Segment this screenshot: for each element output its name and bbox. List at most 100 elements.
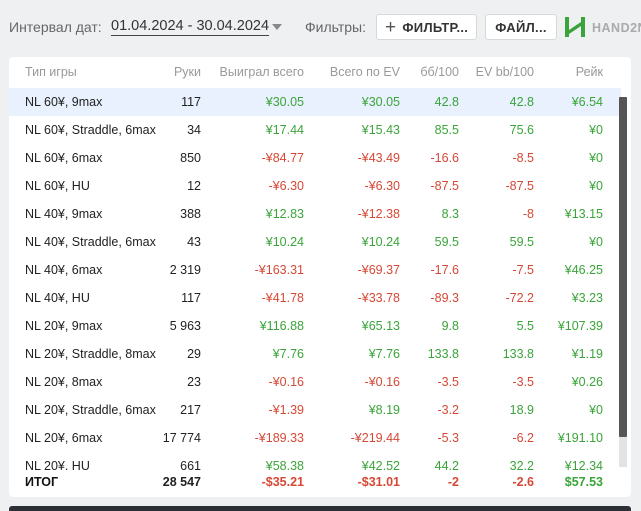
cell-ev: ¥30.05 xyxy=(361,95,400,109)
table-row[interactable]: NL 20¥, 8max 23 -¥0.16 -¥0.16 -3.5 -3.5 ¥0.26 xyxy=(9,368,621,396)
cell-bb100: 9.8 xyxy=(441,319,459,333)
table-row[interactable]: NL 20¥, 6max 17 774 -¥189.33 -¥219.44 -5.3 -6… xyxy=(9,424,621,452)
total-bb100: -2 xyxy=(447,475,459,489)
cell-rake: ¥0 xyxy=(589,403,603,417)
cell-rake: ¥0.26 xyxy=(571,375,603,389)
cell-ev: -¥12.38 xyxy=(357,207,400,221)
table-row[interactable]: NL 60¥, 9max 117 ¥30.05 ¥30.05 42.8 42.8 ¥6.54 xyxy=(9,88,621,116)
table-row[interactable]: NL 20¥, Straddle, 6max 217 -¥1.39 ¥8.19 -3.2… xyxy=(9,396,621,424)
cell-won: ¥30.05 xyxy=(265,95,304,109)
column-header-bb100[interactable]: бб/100 xyxy=(420,65,459,79)
cell-won: -¥163.31 xyxy=(254,263,304,277)
file-button-label: ФАЙЛ... xyxy=(495,19,547,35)
cell-rake: ¥0 xyxy=(589,179,603,193)
cell-won: ¥12.83 xyxy=(265,207,304,221)
column-header-ev-bb100[interactable]: EV bb/100 xyxy=(475,65,534,79)
cell-game-type: NL 40¥, Straddle, 6max xyxy=(25,235,156,249)
cell-rake: ¥0 xyxy=(589,123,603,137)
toolbar: Интервал дат: 01.04.2024 - 30.04.2024 Фи… xyxy=(0,0,641,56)
cell-ev: -¥43.49 xyxy=(357,151,400,165)
cell-won: -¥189.33 xyxy=(254,431,304,445)
cell-ev: -¥33.78 xyxy=(357,291,400,305)
cell-ev-bb100: 59.5 xyxy=(509,235,534,249)
table-header: Тип игры Руки Выиграл всего Всего по EV … xyxy=(9,57,621,87)
cell-ev-bb100: -6.2 xyxy=(512,431,534,445)
cell-ev-bb100: 5.5 xyxy=(516,319,534,333)
cell-rake: ¥13.15 xyxy=(564,207,603,221)
cell-game-type: NL 20¥, 8max xyxy=(25,375,103,389)
cell-game-type: NL 60¥, Straddle, 6max xyxy=(25,123,156,137)
cell-hands: 388 xyxy=(180,207,201,221)
cell-bb100: -89.3 xyxy=(430,291,460,305)
cell-ev: ¥65.13 xyxy=(361,319,400,333)
cell-rake: ¥0 xyxy=(589,151,603,165)
cell-ev: ¥15.43 xyxy=(361,123,400,137)
cell-won: -¥6.30 xyxy=(268,179,304,193)
table-row[interactable]: NL 60¥, Straddle, 6max 34 ¥17.44 ¥15.43 85.5… xyxy=(9,116,621,144)
cell-ev: -¥6.30 xyxy=(364,179,400,193)
cell-won: ¥10.24 xyxy=(265,235,304,249)
cell-ev-bb100: -8.5 xyxy=(512,151,534,165)
date-range-picker[interactable]: 01.04.2024 - 30.04.2024 xyxy=(111,18,270,36)
add-filter-button[interactable]: + ФИЛЬТР... xyxy=(376,14,477,40)
cell-hands: 17 774 xyxy=(162,431,201,445)
cell-bb100: 59.5 xyxy=(434,235,459,249)
cell-ev-bb100: -8 xyxy=(522,207,534,221)
file-button[interactable]: ФАЙЛ... xyxy=(485,14,557,40)
stats-table: Тип игры Руки Выиграл всего Всего по EV … xyxy=(9,57,631,497)
cell-game-type: NL 60¥, HU xyxy=(25,179,90,193)
cell-rake: ¥6.54 xyxy=(571,95,603,109)
cell-ev: ¥42.52 xyxy=(361,459,400,473)
column-header-ev[interactable]: Всего по EV xyxy=(329,65,400,79)
cell-game-type: NL 20¥, Straddle, 8max xyxy=(25,347,156,361)
total-ev: -$31.01 xyxy=(357,475,400,489)
cell-game-type: NL 20¥, 9max xyxy=(25,319,103,333)
total-ev-bb100: -2.6 xyxy=(512,475,534,489)
cell-ev-bb100: 42.8 xyxy=(509,95,534,109)
table-row[interactable]: NL 40¥, 6max 2 319 -¥163.31 -¥69.37 -17.6 -7.… xyxy=(9,256,621,284)
cell-game-type: NL 40¥, HU xyxy=(25,291,90,305)
cell-rake: ¥0 xyxy=(589,235,603,249)
column-header-hands[interactable]: Руки xyxy=(173,65,201,79)
table-row[interactable]: NL 20¥. HU 661 ¥58.38 ¥42.52 44.2 32.2 ¥12.34 xyxy=(9,452,621,480)
table-row[interactable]: NL 60¥, HU 12 -¥6.30 -¥6.30 -87.5 -87.5 ¥0 xyxy=(9,172,621,200)
cell-bb100: 133.8 xyxy=(427,347,459,361)
cell-rake: ¥12.34 xyxy=(564,459,603,473)
cell-ev-bb100: -72.2 xyxy=(505,291,535,305)
table-row[interactable]: NL 20¥, Straddle, 8max 29 ¥7.76 ¥7.76 133.8 1… xyxy=(9,340,621,368)
total-rake: $57.53 xyxy=(564,475,603,489)
cell-bb100: 8.3 xyxy=(441,207,459,221)
table-row[interactable]: NL 20¥, 9max 5 963 ¥116.88 ¥65.13 9.8 5.5 ¥107… xyxy=(9,312,621,340)
cell-bb100: -5.3 xyxy=(437,431,459,445)
cell-hands: 850 xyxy=(180,151,201,165)
scrollbar-thumb[interactable] xyxy=(619,97,627,437)
cell-ev-bb100: 18.9 xyxy=(509,403,534,417)
cell-hands: 12 xyxy=(187,179,201,193)
cell-ev-bb100: 75.6 xyxy=(509,123,534,137)
plus-icon: + xyxy=(385,16,397,38)
cell-hands: 23 xyxy=(187,375,201,389)
cell-won: ¥116.88 xyxy=(259,319,304,333)
cell-won: -¥1.39 xyxy=(268,403,304,417)
cell-ev-bb100: -87.5 xyxy=(505,179,535,193)
cell-ev: -¥219.44 xyxy=(350,431,400,445)
cell-won: ¥7.76 xyxy=(272,347,304,361)
cell-rake: ¥46.25 xyxy=(564,263,603,277)
column-header-rake[interactable]: Рейк xyxy=(575,65,603,79)
cell-game-type: NL 20¥, 6max xyxy=(25,431,103,445)
cell-ev: ¥7.76 xyxy=(368,347,400,361)
column-header-won[interactable]: Выиграл всего xyxy=(219,65,304,79)
table-row[interactable]: NL 40¥, 9max 388 ¥12.83 -¥12.38 8.3 -8 ¥13.15 xyxy=(9,200,621,228)
column-header-game-type[interactable]: Тип игры xyxy=(25,65,77,79)
cell-bb100: -16.6 xyxy=(430,151,460,165)
cell-ev-bb100: -3.5 xyxy=(512,375,534,389)
cell-hands: 117 xyxy=(181,95,201,109)
chevron-down-icon[interactable] xyxy=(272,24,282,30)
hand2note-logo-icon xyxy=(565,17,585,37)
filters-label: Фильтры: xyxy=(305,19,366,35)
cell-ev: ¥10.24 xyxy=(361,235,400,249)
table-row[interactable]: NL 40¥, Straddle, 6max 43 ¥10.24 ¥10.24 59.5… xyxy=(9,228,621,256)
table-row[interactable]: NL 40¥, HU 117 -¥41.78 -¥33.78 -89.3 -72.2 ¥3.… xyxy=(9,284,621,312)
cell-game-type: NL 40¥, 6max xyxy=(25,263,103,277)
table-row[interactable]: NL 60¥, 6max 850 -¥84.77 -¥43.49 -16.6 -8.5 ¥0 xyxy=(9,144,621,172)
